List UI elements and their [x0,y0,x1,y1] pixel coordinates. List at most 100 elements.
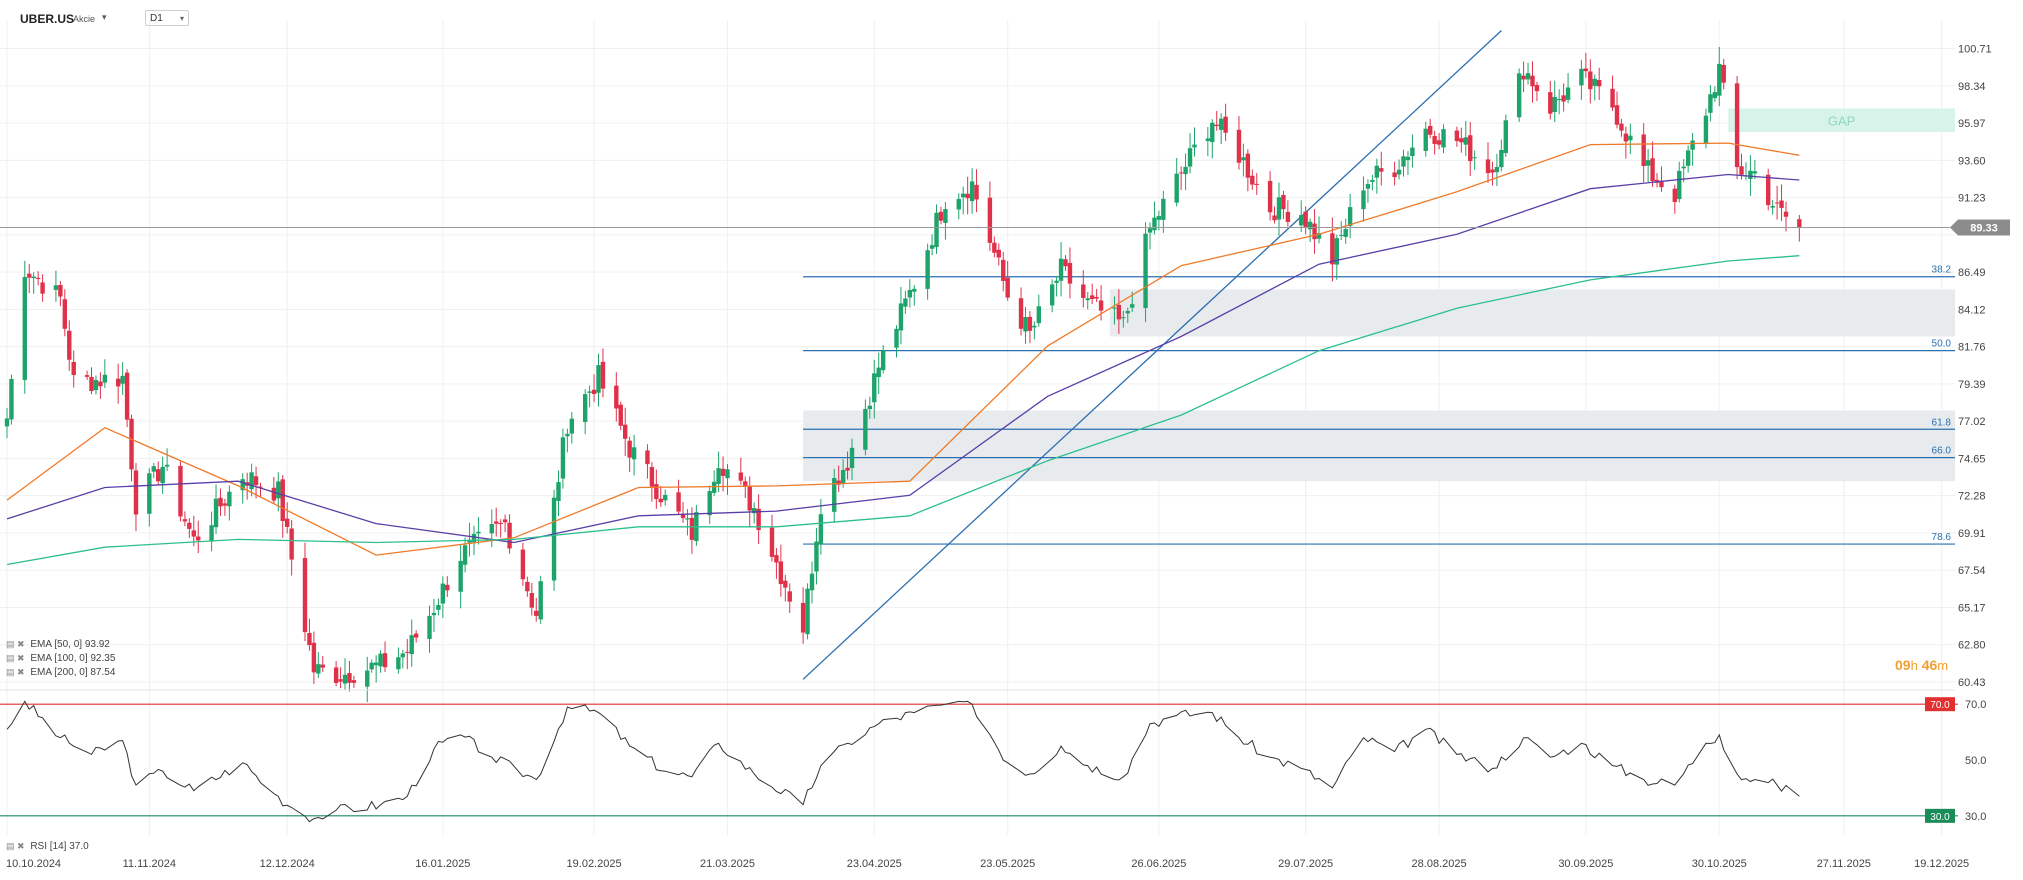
y-tick-label: 79.39 [1958,379,1986,391]
candle-body [271,487,277,501]
candle-body [507,522,512,549]
candle-body [1797,219,1802,228]
legend-value: 93.92 [84,639,110,650]
candle-body [1614,105,1620,125]
last-price-marker [1950,219,2010,236]
candle-body [1401,156,1406,167]
candle-body [1049,284,1055,306]
candle-body [1192,144,1197,148]
y-tick-label: 98.34 [1958,81,1986,93]
candle-body [1690,140,1695,150]
candle-body [787,591,792,602]
x-tick-label: 21.03.2025 [700,858,755,870]
candle-body [600,361,606,389]
candle-body [1316,233,1322,239]
candle-body [1299,215,1304,226]
fib-level-label: 38.2 [1932,265,1952,276]
candle-body [1250,175,1255,185]
x-tick-label: 26.06.2025 [1131,858,1186,870]
candle-body [1525,73,1531,80]
candle-body [1183,166,1188,175]
legend-ema100[interactable]: ▤ ✖ EMA [100, 0] 92.35 [6,653,115,664]
x-tick-label: 19.12.2025 [1914,858,1969,870]
chevron-down-icon: ▾ [179,14,184,23]
settings-icon[interactable]: ▤ ✖ [6,639,25,649]
settings-icon[interactable]: ▤ ✖ [6,841,25,851]
timeframe-select[interactable]: D1 ▾ [145,10,189,26]
fib-level-label: 78.6 [1932,532,1952,543]
candle-body [1005,277,1010,298]
candle-body [872,373,877,403]
candle-body [623,424,628,439]
candle-body [1717,63,1722,96]
candle-body [1063,259,1068,267]
candle-body [4,418,10,427]
candle-body [658,498,663,503]
candle-body [1392,172,1397,178]
candle-body [876,367,881,378]
candle-body [987,197,993,243]
countdown-minutes: 46 [1921,657,1938,673]
candle-body [1561,95,1566,102]
x-tick-label: 23.05.2025 [980,858,1035,870]
candle-body [129,418,134,470]
candle-body [965,193,970,199]
candle-body [124,372,130,420]
candle-body [89,376,94,392]
candle-body [84,375,90,377]
candle-body [378,653,383,667]
candle-body [440,583,446,604]
candle-body [333,667,339,683]
legend-ema200[interactable]: ▤ ✖ EMA [200, 0] 87.54 [6,667,115,678]
candle-body [58,284,63,297]
y-tick-label: 93.60 [1958,155,1986,167]
candle-body [1178,172,1184,174]
candle-body [1405,156,1411,161]
candle-body [1032,325,1037,328]
candle-body [1112,307,1117,309]
candle-body [809,573,815,591]
candle-body [1085,298,1090,301]
candle-body [1067,262,1073,284]
candle-body [1130,304,1135,308]
candle-body [409,635,414,655]
fib-level-label: 66.0 [1932,446,1952,457]
symbol-label[interactable]: UBER.US [20,12,75,26]
candle-body [196,536,201,541]
candle-body [471,533,477,543]
candle-body [22,276,27,380]
legend-value: 87.54 [90,667,116,678]
candle-body [1027,316,1033,331]
candle-body [1223,116,1228,133]
candle-body [307,633,312,646]
candle-body [1641,134,1646,167]
candle-body [1770,205,1775,208]
candle-body [27,273,32,278]
candle-body [1436,140,1442,145]
legend-params: [14] [49,841,67,852]
candle-body [832,478,837,512]
legend-rsi[interactable]: ▤ ✖ RSI [14] 37.0 [6,841,89,852]
candle-body [1774,202,1780,204]
chevron-down-icon[interactable]: ▾ [102,12,107,22]
candle-body [9,379,14,420]
settings-icon[interactable]: ▤ ✖ [6,653,25,663]
legend-params: [100, 0] [54,653,88,664]
settings-icon[interactable]: ▤ ✖ [6,667,25,677]
candle-body [929,245,935,249]
candle-body [1645,160,1651,166]
candle-countdown: 09h 46m [1895,657,1948,673]
timeframe-value: D1 [150,13,163,24]
candle-body [1081,284,1086,299]
candle-body [1121,317,1126,319]
candle-body [120,375,125,384]
y-tick-label: 95.97 [1958,118,1986,130]
rsi-line [6,700,1800,823]
candle-body [1588,71,1593,90]
candle-body [1441,129,1446,148]
legend-ema50[interactable]: ▤ ✖ EMA [50, 0] 93.92 [6,639,110,650]
candle-body [62,299,68,329]
y-tick-label: 74.65 [1958,453,1986,465]
candle-body [1396,169,1402,175]
